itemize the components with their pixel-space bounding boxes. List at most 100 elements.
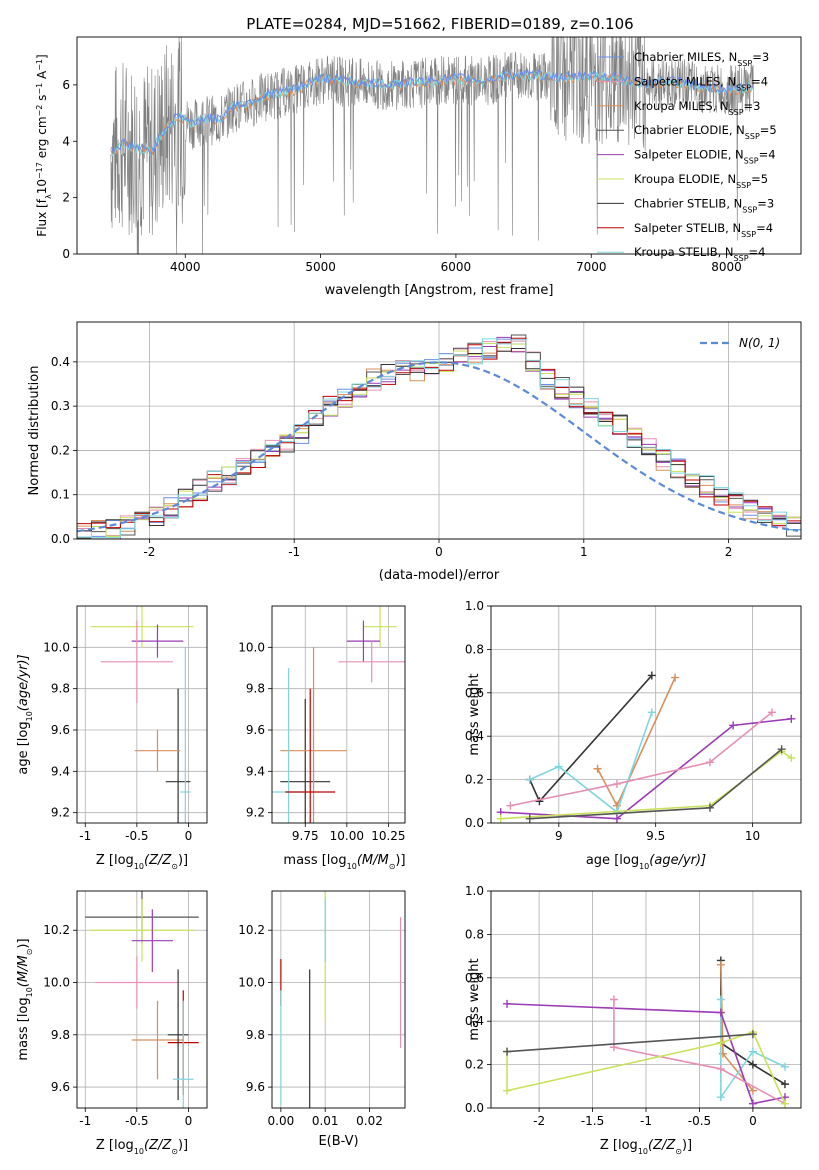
- weight-age-x-label-part: (age/yr)]: [649, 853, 706, 868]
- weight-point: [593, 764, 602, 773]
- legend-entry-part: =3: [752, 50, 769, 64]
- weight-point: [647, 708, 656, 717]
- x-tick-label: -2: [533, 1114, 545, 1128]
- legend-entry: Kroupa STELIB, NSSP=4: [634, 245, 765, 263]
- age-z-x-label-part: (Z/Z: [144, 853, 172, 868]
- x-tick-label: 0.02: [356, 1114, 383, 1128]
- weight-line: [510, 711, 773, 807]
- spectrum-x-label-part: wavelength [Angstrom, rest frame]: [325, 283, 554, 298]
- y-tick-label: 0.8: [465, 927, 484, 941]
- x-tick-label: 10.25: [371, 829, 405, 843]
- histogram-step: [77, 347, 801, 539]
- spectrum-panel-frame: [76, 36, 802, 255]
- mass-z-x-label-part: )]: [178, 1138, 188, 1153]
- y-tick-label: 10.0: [238, 976, 265, 990]
- weight-point: [503, 999, 512, 1008]
- legend-entry-part: Kroupa MILES, N: [634, 99, 729, 113]
- age-mass-x-label: mass [log10(M/M⊙)]: [283, 853, 405, 871]
- x-tick-label: 9.75: [292, 829, 319, 843]
- legend-entry-part: Chabrier STELIB, N: [634, 196, 742, 210]
- weight-point: [787, 714, 796, 723]
- y-tick-label: 0: [62, 247, 70, 261]
- weight-point: [729, 721, 738, 730]
- spectrum-y-label-part: Flux [f: [35, 198, 49, 236]
- spectrum-panel: 4000 5000 6000 7000 8000 0 2 4 6 wavelength [Angs…: [35, 36, 802, 298]
- x-tick-label: 10: [745, 829, 760, 843]
- y-tick-label: 0.0: [465, 816, 484, 830]
- mass-z-x-label-part: (Z/Z: [144, 1138, 172, 1153]
- spectrum-y-label-part: s: [35, 95, 49, 105]
- mass-ebv-x-label: E(B-V): [318, 1134, 358, 1149]
- mass-z-x-label-part: ⊙: [171, 1147, 178, 1156]
- y-tick-label: 6: [62, 78, 70, 92]
- weight-point: [525, 814, 534, 823]
- weight-point: [554, 762, 563, 771]
- mass-ebv-panel: 0.00 0.01 0.02 9.6 9.8 10.0 10.2 E(B-V): [238, 890, 406, 1149]
- legend-entry-part: Kroupa ELODIE, N: [634, 172, 736, 186]
- y-tick-label: 9.2: [51, 806, 70, 820]
- y-tick-label: 10.0: [43, 976, 70, 990]
- y-tick-label: 0.3: [51, 399, 70, 413]
- weight-point: [496, 814, 505, 823]
- chart-panels: 4000 5000 6000 7000 8000 0 2 4 6 wavelength [Angs…: [16, 36, 802, 1156]
- x-tick-label: -1.5: [581, 1114, 604, 1128]
- legend-entry: Salpeter ELODIE, NSSP=4: [634, 148, 776, 166]
- x-tick-label: 1: [580, 545, 588, 559]
- weight-age-x-label: age [log10(age/yr)]: [586, 853, 706, 871]
- legend-entry: N(0, 1): [739, 336, 780, 350]
- age-mass-x-label-part: ⊙: [389, 862, 396, 871]
- spectrum-y-label-part: −1: [35, 59, 44, 71]
- y-tick-label: 0.2: [465, 773, 484, 787]
- spectrum-y-label-part: 10: [35, 179, 49, 194]
- y-tick-label: 0.6: [465, 971, 484, 985]
- spectrum-y-label-part: −17: [35, 162, 44, 179]
- x-tick-label: 0: [185, 829, 193, 843]
- age-z-x-label-part: Z [log: [96, 853, 134, 868]
- weight-line: [529, 674, 653, 803]
- legend-entry-part: SSP: [736, 181, 751, 190]
- x-tick-label: 0: [185, 1114, 193, 1128]
- mass-z-x-label: Z [log10(Z/Z⊙)]: [96, 1138, 188, 1156]
- mass-ebv-panel-frame: [271, 890, 406, 1109]
- x-tick-label: -0.5: [125, 829, 148, 843]
- x-tick-label: 0.01: [312, 1114, 339, 1128]
- figure-title: PLATE=0284, MJD=51662, FIBERID=0189, z=0…: [246, 15, 633, 33]
- weight-line: [596, 677, 676, 808]
- age-mass-x-label-part: 10: [347, 862, 357, 871]
- mass-z-y-label-part: ⊙: [25, 949, 34, 956]
- weight-point: [748, 1060, 757, 1069]
- weight-line: [500, 750, 792, 820]
- weight-line: [613, 999, 786, 1105]
- legend-entry-part: SSP: [741, 229, 756, 238]
- y-tick-label: 0.2: [51, 443, 70, 457]
- legend-entry-part: =4: [756, 221, 773, 235]
- y-tick-label: 9.8: [51, 682, 70, 696]
- legend-entry-part: =5: [760, 123, 777, 137]
- spectrum-panel-plot: [110, 37, 755, 254]
- legend-entry-part: Kroupa STELIB, N: [634, 245, 734, 259]
- weight-point: [716, 1008, 725, 1017]
- age-mass-x-label-part: mass [log: [283, 853, 346, 868]
- weight-point: [716, 960, 725, 969]
- spectrum-model-line: [110, 68, 755, 156]
- x-tick-label: -1: [288, 545, 300, 559]
- y-tick-label: 0.0: [51, 532, 70, 546]
- age-mass-panel: 9.75 10.00 10.25 9.2 9.4 9.6 9.8 10.0 mass [log1…: [238, 605, 406, 871]
- spectrum-x-label: wavelength [Angstrom, rest frame]: [325, 283, 554, 298]
- legend-entry-part: =4: [759, 148, 776, 162]
- weight-point: [612, 814, 621, 823]
- y-tick-label: 10.2: [238, 923, 265, 937]
- y-tick-label: 0.6: [465, 686, 484, 700]
- x-tick-label: 6000: [441, 260, 472, 274]
- y-tick-label: 9.4: [246, 764, 265, 778]
- weight-age-y-label: mass weight: [467, 673, 482, 755]
- weight-point: [647, 671, 656, 680]
- weight-z-x-label-part: Z [log: [600, 1138, 638, 1153]
- age-z-y-label: age [log10(age/yr)]: [16, 654, 34, 774]
- weight-line: [506, 1033, 753, 1053]
- spectrum-y-label: Flux [fλ10−17 erg cm−2 s−1 A−1]: [35, 54, 53, 236]
- residual-y-label: Normed distribution: [27, 366, 42, 496]
- weight-point: [780, 1062, 789, 1071]
- x-tick-label: 0: [435, 545, 443, 559]
- y-tick-label: 0.4: [465, 729, 484, 743]
